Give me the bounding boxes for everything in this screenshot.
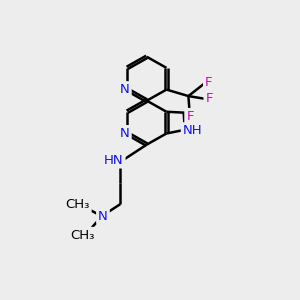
Text: F: F <box>205 76 212 89</box>
Text: F: F <box>206 92 213 105</box>
Text: NH: NH <box>183 124 202 137</box>
Text: CH₃: CH₃ <box>65 198 90 211</box>
Text: N: N <box>98 210 108 223</box>
Text: N: N <box>120 83 130 96</box>
Text: HN: HN <box>104 154 124 166</box>
Text: F: F <box>186 110 194 123</box>
Text: CH₃: CH₃ <box>70 229 95 242</box>
Text: N: N <box>120 127 130 140</box>
